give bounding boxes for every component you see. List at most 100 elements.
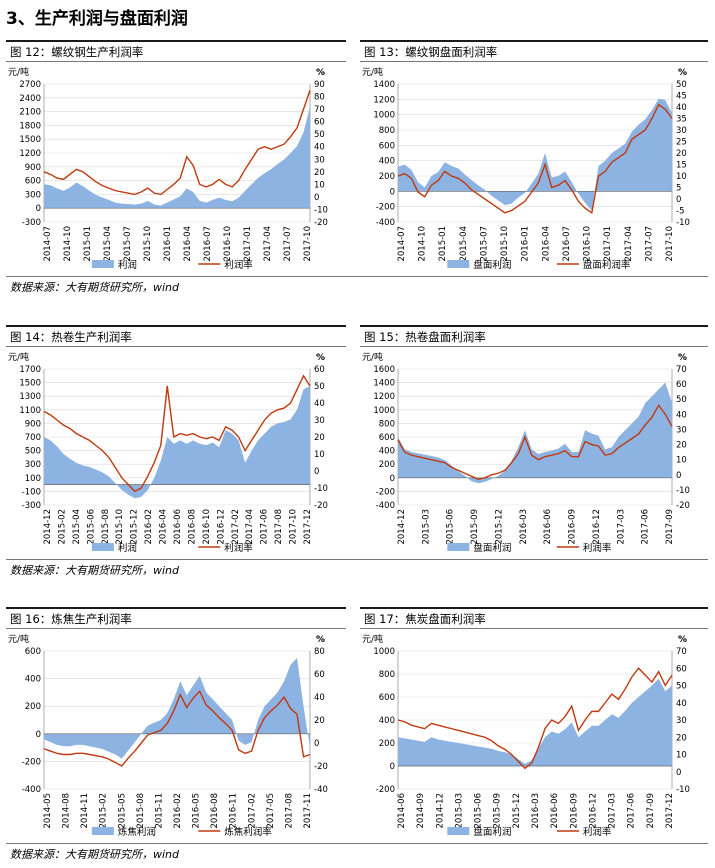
source-note: 数据来源：大有期货研究所，wind	[10, 281, 180, 294]
left-tick-label: 1700	[19, 365, 41, 375]
x-tick-label: 2015-01	[83, 226, 93, 262]
line-series-盘面利润率	[397, 103, 673, 214]
x-tick-label: 2016-04	[183, 226, 193, 262]
caption-underline	[360, 346, 708, 347]
x-tick-label: 2016-08	[210, 793, 220, 829]
x-tick-label: 2016-02	[173, 793, 183, 829]
left-tick-label: 1500	[19, 379, 41, 389]
left-tick-label: 300	[25, 460, 41, 470]
x-tick-label: 2017-02	[231, 509, 241, 545]
left-tick-label: 200	[379, 460, 395, 470]
x-tick-label: 2017-07	[644, 226, 654, 262]
legend-swatch-area	[447, 543, 470, 551]
right-tick-label: 0	[676, 471, 681, 481]
left-tick-label: 500	[25, 447, 41, 457]
x-tick-label: 2015-08	[101, 509, 111, 545]
left-axis-unit: 元/吨	[362, 633, 383, 645]
x-tick-label: 2014-06	[397, 793, 407, 829]
left-tick-label: 1300	[19, 392, 41, 402]
left-tick-label: 1200	[373, 95, 395, 105]
left-tick-label: 900	[25, 419, 41, 429]
right-tick-label: 40	[676, 103, 687, 113]
legend-label-line: 盘面利润率	[583, 259, 631, 271]
caption-underline	[360, 628, 708, 629]
right-tick-label: 30	[314, 416, 325, 426]
left-axis-unit: 元/吨	[362, 66, 383, 78]
source-note: 数据来源：大有期货研究所，wind	[10, 564, 180, 577]
left-tick-label: 0	[390, 762, 395, 772]
right-tick-label: 20	[314, 716, 325, 726]
right-tick-label: 10	[314, 180, 325, 190]
right-tick-label: 20	[676, 441, 687, 451]
x-tick-label: 2015-11	[154, 793, 164, 829]
right-tick-label: -10	[314, 205, 328, 215]
legend-label-area: 盘面利润	[473, 259, 511, 271]
left-tick-label: -200	[376, 487, 395, 497]
x-tick-label: 2017-06	[260, 509, 270, 545]
left-tick-label: 400	[379, 716, 395, 726]
caption-underline	[6, 346, 346, 347]
x-tick-label: 2017-09	[646, 793, 656, 829]
x-tick-label: 2017-01	[243, 226, 253, 262]
x-tick-label: 2017-07	[283, 226, 293, 262]
source-rule	[6, 843, 708, 844]
x-tick-label: 2017-03	[616, 509, 626, 545]
left-tick-label: 1100	[19, 406, 41, 416]
left-tick-label: 200	[25, 702, 41, 712]
x-tick-label: 2015-03	[421, 509, 431, 545]
right-tick-label: -10	[314, 484, 328, 494]
left-tick-label: 800	[379, 670, 395, 680]
caption-rule	[6, 607, 346, 609]
legend-label-line: 利润率	[583, 826, 612, 838]
left-tick-label: -300	[22, 501, 41, 511]
right-tick-label: -5	[676, 207, 684, 217]
right-tick-label: 0	[314, 193, 319, 203]
right-tick-label: -10	[676, 785, 690, 795]
right-tick-label: 10	[676, 456, 687, 466]
x-tick-label: 2015-04	[103, 226, 113, 262]
right-tick-label: -20	[314, 762, 328, 772]
x-tick-label: 2014-07	[43, 226, 53, 262]
left-tick-label: 0	[36, 730, 41, 740]
right-tick-label: 50	[314, 130, 325, 140]
right-tick-label: 40	[676, 410, 687, 420]
x-tick-label: 2014-12	[435, 793, 445, 829]
left-tick-label: -200	[376, 203, 395, 213]
x-tick-label: 2016-10	[223, 226, 233, 262]
chart-15: 元/吨 %-400-2000200400600800100012001400160…	[362, 351, 690, 554]
x-tick-label: 2016-07	[203, 226, 213, 262]
right-tick-label: 90	[314, 80, 325, 90]
right-tick-label: 60	[314, 365, 325, 375]
right-tick-label: -10	[676, 486, 690, 496]
left-tick-label: 1200	[19, 149, 41, 159]
chart-caption: 图 15：热卷盘面利润率	[364, 330, 486, 344]
right-tick-label: 25	[676, 138, 687, 148]
x-tick-label: 2014-12	[397, 509, 407, 545]
left-tick-label: 1200	[373, 392, 395, 402]
x-tick-label: 2016-01	[521, 226, 531, 262]
x-tick-label: 2015-10	[500, 226, 510, 262]
x-tick-label: 2016-06	[173, 509, 183, 545]
right-tick-label: 80	[314, 93, 325, 103]
legend-swatch-area	[447, 827, 470, 835]
line-series-利润率	[43, 374, 311, 493]
left-tick-label: 0	[390, 187, 395, 197]
left-tick-label: -100	[22, 487, 41, 497]
right-tick-label: 20	[314, 433, 325, 443]
left-tick-label: -200	[22, 757, 41, 767]
x-tick-label: 2014-11	[80, 793, 90, 829]
source-note: 数据来源：大有期货研究所，wind	[10, 848, 180, 861]
left-tick-label: 200	[379, 739, 395, 749]
left-tick-label: 600	[379, 693, 395, 703]
left-axis-unit: 元/吨	[8, 66, 29, 78]
left-tick-label: -400	[376, 218, 395, 228]
x-tick-label: 2014-10	[418, 226, 428, 262]
left-tick-label: 200	[379, 172, 395, 182]
chart-13: 元/吨 %-400-2000200400600800100012001400-10…	[362, 66, 690, 271]
left-tick-label: 300	[25, 190, 41, 200]
left-tick-label: 900	[25, 163, 41, 173]
left-tick-label: 1400	[373, 80, 395, 90]
left-tick-label: 0	[36, 204, 41, 214]
legend-label-area: 炼焦利润	[118, 826, 156, 838]
right-tick-label: 70	[314, 105, 325, 115]
